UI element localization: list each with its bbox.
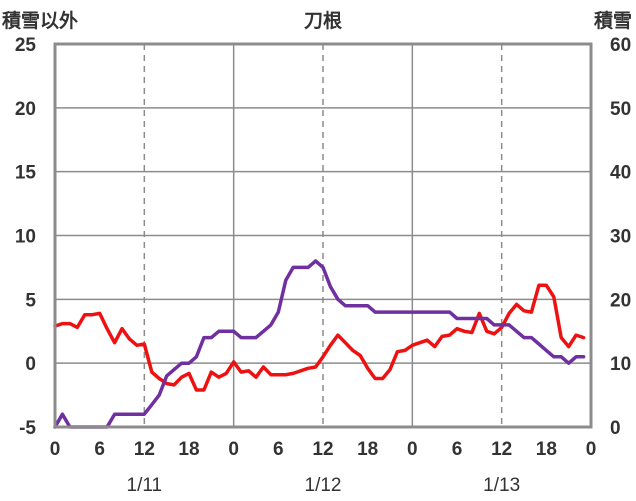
x-tick-label: 0: [407, 439, 418, 460]
x-tick-label: 12: [312, 439, 333, 460]
plot-frame: [53, 42, 593, 429]
x-tick-label: 6: [94, 439, 105, 460]
left-y-tick-label: 0: [25, 354, 36, 375]
left-y-tick-label: 10: [15, 227, 36, 248]
right-y-tick-label: 0: [610, 418, 621, 439]
x-tick-label: 0: [586, 439, 597, 460]
right-y-tick-label: 30: [610, 227, 631, 248]
x-tick-label: 6: [273, 439, 284, 460]
x-tick-label: 12: [491, 439, 512, 460]
series-layer: [53, 259, 586, 429]
left-y-tick-label: -5: [19, 418, 36, 439]
right-axis-label: 積雪: [594, 9, 632, 32]
right-y-tick-label: 10: [610, 354, 631, 375]
left-y-tick-label: 15: [15, 163, 37, 184]
x-tick-label: 6: [452, 439, 463, 460]
right-y-tick-label: 50: [610, 99, 631, 120]
left-y-tick-label: 5: [25, 290, 36, 311]
left-y-tick-label: 25: [15, 35, 37, 56]
x-tick-label: 0: [50, 439, 61, 460]
chart-title: 刀根: [304, 9, 342, 32]
x-tick-label: 0: [228, 439, 239, 460]
right-y-tick-label: 60: [610, 35, 631, 56]
grid: [55, 44, 591, 427]
left-axis-label: 積雪以外: [2, 9, 78, 32]
left-y-tick-label: 20: [15, 99, 36, 120]
date-label: 1/11: [127, 475, 163, 496]
x-tick-label: 18: [536, 439, 557, 460]
date-label: 1/13: [483, 475, 520, 496]
x-tick-label: 18: [357, 439, 378, 460]
series-line-snow-depth: [53, 259, 586, 429]
x-tick-label: 18: [178, 439, 199, 460]
right-y-tick-label: 40: [610, 163, 631, 184]
x-tick-label: 12: [134, 439, 155, 460]
date-label: 1/12: [305, 475, 342, 496]
series-line-non-snow: [53, 283, 586, 392]
right-y-tick-label: 20: [610, 290, 631, 311]
